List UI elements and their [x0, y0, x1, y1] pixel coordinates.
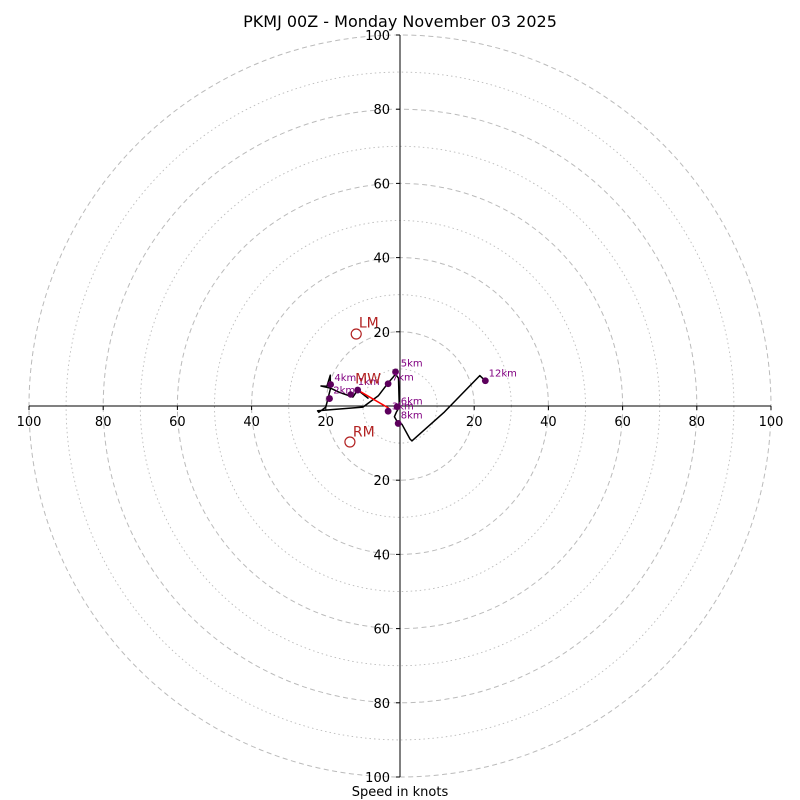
height-label: 5km — [401, 359, 423, 370]
right-mover-marker — [344, 436, 356, 448]
x-tick-label: 60 — [614, 415, 631, 430]
y-tick-label: 60 — [373, 623, 390, 638]
x-tick-label: 40 — [243, 415, 260, 430]
height-label: 6km — [401, 397, 423, 408]
left-mover-label: LM — [359, 316, 379, 332]
y-tick-label: 100 — [365, 29, 390, 44]
height-marker — [481, 377, 489, 385]
hodograph-line — [316, 373, 486, 442]
height-marker — [394, 420, 402, 427]
height-marker — [384, 407, 392, 415]
x-tick-label: 80 — [95, 415, 112, 430]
height-marker — [384, 380, 392, 388]
height-label: 2km — [333, 385, 355, 396]
height-label: 1km — [358, 377, 380, 388]
height-marker — [327, 381, 335, 388]
height-marker — [392, 368, 399, 376]
chart-title: PKMJ 00Z - Monday November 03 2025 — [243, 12, 557, 31]
mean-wind-label: MW — [355, 372, 381, 388]
height-label: 4km — [334, 373, 356, 384]
shear-vector — [357, 389, 390, 409]
x-axis-label: Speed in knots — [352, 785, 449, 800]
wind-profile-trace — [316, 373, 486, 442]
y-tick-label: 80 — [373, 697, 390, 712]
mean-wind-marker — [347, 391, 354, 398]
x-tick-label: 100 — [759, 415, 784, 430]
x-tick-label: 80 — [689, 415, 706, 430]
y-tick-label: 80 — [373, 103, 390, 118]
height-marker — [326, 395, 333, 402]
y-tick-label: 20 — [373, 474, 390, 489]
tick-labels: 100 80 60 40 20 20 40 60 80 100 100 80 60 40 20 20 40 60 8… — [17, 29, 784, 786]
x-tick-label: 100 — [17, 415, 42, 430]
height-label: 3km — [392, 401, 414, 412]
height-marker — [393, 403, 401, 411]
left-mover-marker — [350, 328, 362, 340]
y-tick-label: 100 — [365, 771, 390, 786]
y-tick-label: 20 — [373, 326, 390, 341]
x-tick-label: 20 — [466, 415, 483, 430]
height-marker — [354, 386, 362, 394]
storm-motion-markers: MW LM RM — [344, 316, 381, 448]
height-label: 8km — [401, 411, 423, 422]
y-tick-label: 40 — [373, 548, 390, 563]
height-label: 7km — [392, 372, 414, 383]
y-tick-label: 40 — [373, 252, 390, 267]
x-tick-label: 40 — [540, 415, 557, 430]
x-tick-label: 60 — [169, 415, 186, 430]
x-tick-label: 20 — [318, 415, 335, 430]
height-label: 12km — [489, 369, 517, 380]
right-mover-label: RM — [353, 424, 375, 440]
y-tick-label: 60 — [373, 177, 390, 192]
